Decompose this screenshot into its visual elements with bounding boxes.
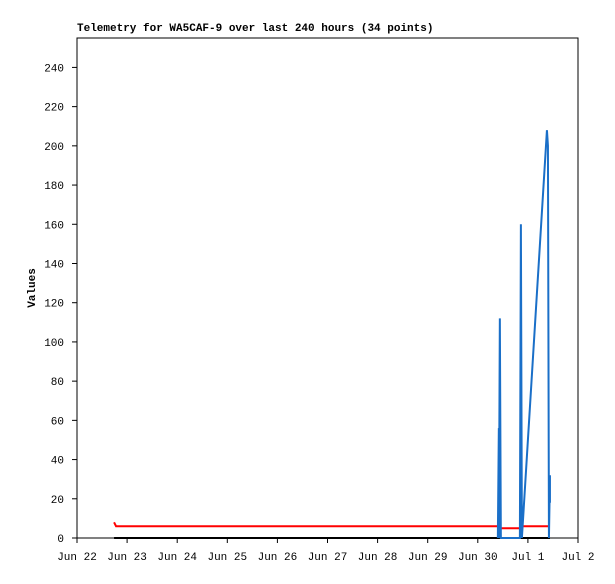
x-tick-label: Jun 28 [358,552,398,564]
y-tick-label: 80 [51,377,64,389]
x-tick-label: Jun 27 [308,552,348,564]
y-tick-label: 0 [57,534,64,546]
x-tick-label: Jun 25 [207,552,247,564]
y-tick-label: 100 [44,338,64,350]
x-tick-label: Jun 23 [107,552,147,564]
y-tick-label: 220 [44,103,64,115]
x-tick-label: Jun 22 [57,552,97,564]
y-tick-label: 160 [44,220,64,232]
series-line [496,130,551,539]
y-tick-label: 60 [51,416,64,428]
y-tick-label: 40 [51,456,64,468]
y-tick-label: 120 [44,299,64,311]
x-tick-label: Jul 2 [561,552,594,564]
x-tick-label: Jun 24 [157,552,197,564]
y-tick-label: 200 [44,142,64,154]
y-tick-label: 140 [44,259,64,271]
y-axis-label: Values [27,268,39,308]
x-tick-label: Jun 30 [458,552,498,564]
y-tick-label: 240 [44,63,64,75]
x-tick-label: Jun 29 [408,552,448,564]
chart-title: Telemetry for WA5CAF-9 over last 240 hou… [77,23,433,35]
series-line [113,521,550,530]
y-tick-label: 180 [44,181,64,193]
x-tick-label: Jun 26 [258,552,298,564]
plot-frame [76,37,579,539]
x-tick-label: Jul 1 [511,552,544,564]
y-tick-label: 20 [51,495,64,507]
